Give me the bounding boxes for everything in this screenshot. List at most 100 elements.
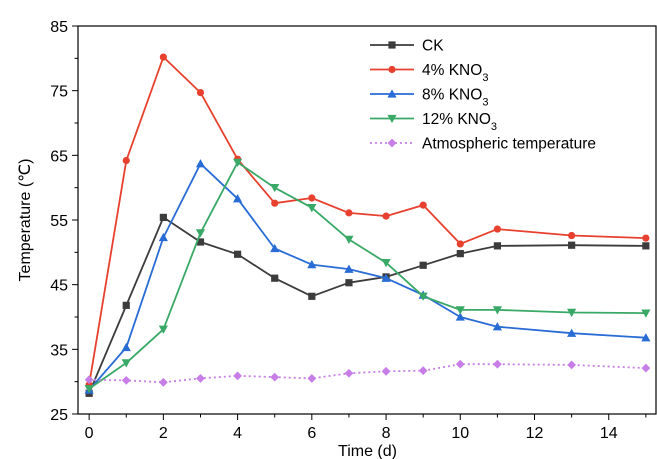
data-point — [84, 375, 94, 385]
data-point — [567, 328, 577, 337]
x-tick-label: 10 — [451, 425, 469, 442]
data-point — [121, 359, 131, 368]
x-tick-label: 14 — [600, 425, 618, 442]
data-point — [232, 158, 243, 168]
x-tick-label: 6 — [307, 425, 316, 442]
x-tick-label: 2 — [159, 425, 168, 442]
data-point — [568, 231, 576, 240]
data-point — [418, 292, 428, 301]
data-point — [344, 368, 354, 378]
y-tick-label: 65 — [50, 148, 68, 165]
legend-label: 4% KNO3 — [422, 62, 488, 84]
legend-label: Atmospheric temperature — [422, 136, 596, 153]
data-point — [568, 241, 576, 249]
axes-layer: 0 2 4 6 8 10 12 14 25 35 45 55 65 75 85 Time (d) Tempera… — [17, 19, 657, 459]
data-point — [642, 242, 650, 250]
x-axis-title: Time (d) — [338, 443, 397, 459]
data-point — [159, 53, 167, 61]
data-point — [308, 194, 316, 202]
data-point — [345, 209, 353, 217]
y-tick-label: 45 — [50, 278, 68, 295]
series-line-2 — [88, 162, 646, 391]
legend-item: Atmospheric temperature — [370, 136, 596, 153]
data-point — [345, 279, 353, 287]
data-point — [122, 156, 130, 165]
data-point — [455, 359, 465, 369]
x-tick-label: 4 — [233, 425, 242, 442]
series-line-0 — [88, 216, 646, 394]
data-point — [455, 306, 465, 315]
data-point — [344, 264, 354, 273]
data-point — [492, 322, 503, 331]
x-tick-label: 0 — [85, 425, 94, 442]
data-point — [158, 232, 168, 242]
data-point — [271, 274, 279, 282]
data-point — [456, 250, 464, 258]
data-point — [641, 363, 651, 373]
data-point — [642, 234, 650, 242]
data-point — [122, 301, 130, 309]
data-point — [456, 240, 464, 248]
x-tick-label: 8 — [382, 425, 391, 442]
data-point — [233, 250, 242, 258]
data-point — [271, 199, 279, 207]
data-point — [567, 308, 577, 318]
data-point — [195, 229, 206, 238]
data-point — [419, 201, 427, 209]
legend-item: 12% KNO3 — [370, 111, 497, 133]
data-point — [232, 194, 243, 203]
data-point — [270, 372, 280, 382]
data-point — [233, 371, 242, 381]
data-point — [121, 342, 131, 352]
legend-marker — [387, 138, 397, 148]
data-point — [158, 325, 168, 334]
data-point — [158, 377, 168, 387]
x-tick-label: 12 — [526, 425, 544, 442]
data-point — [84, 385, 94, 394]
legend-marker — [388, 41, 396, 49]
y-tick-label: 25 — [50, 407, 68, 424]
series-4 — [84, 359, 651, 387]
data-point — [492, 306, 503, 315]
series-line-3 — [88, 161, 646, 390]
data-point — [641, 309, 651, 318]
data-point — [121, 375, 131, 385]
data-point — [344, 235, 354, 244]
series-3 — [84, 158, 651, 394]
legend-item: 8% KNO3 — [370, 87, 488, 109]
data-point — [419, 261, 427, 269]
data-point — [159, 213, 167, 222]
data-point — [381, 273, 391, 282]
data-point — [493, 359, 502, 369]
legend-marker — [388, 65, 396, 74]
plot-layer — [84, 53, 651, 397]
y-tick-label: 85 — [50, 19, 68, 36]
legend-marker — [387, 89, 397, 98]
data-point — [307, 260, 317, 269]
legend-label: 8% KNO3 — [422, 87, 488, 109]
legend-marker — [387, 114, 397, 124]
y-tick-label: 35 — [50, 342, 68, 359]
series-2 — [84, 159, 651, 394]
legend-item: CK — [370, 38, 444, 55]
series-0 — [85, 213, 650, 397]
data-point — [307, 374, 317, 383]
data-point — [196, 89, 205, 97]
data-point — [641, 333, 651, 342]
y-tick-label: 75 — [50, 84, 68, 101]
series-line-1 — [88, 56, 646, 386]
data-point — [270, 243, 280, 253]
data-point — [493, 225, 502, 233]
series-line-4 — [89, 363, 646, 384]
data-point — [418, 366, 428, 376]
y-axis-title: Temperature (℃) — [17, 159, 34, 282]
data-point — [270, 183, 280, 193]
data-point — [493, 242, 502, 250]
legend-item: 4% KNO3 — [370, 62, 488, 84]
data-point — [567, 360, 577, 370]
data-point — [381, 259, 391, 268]
data-point — [382, 212, 390, 220]
data-point — [381, 366, 391, 376]
